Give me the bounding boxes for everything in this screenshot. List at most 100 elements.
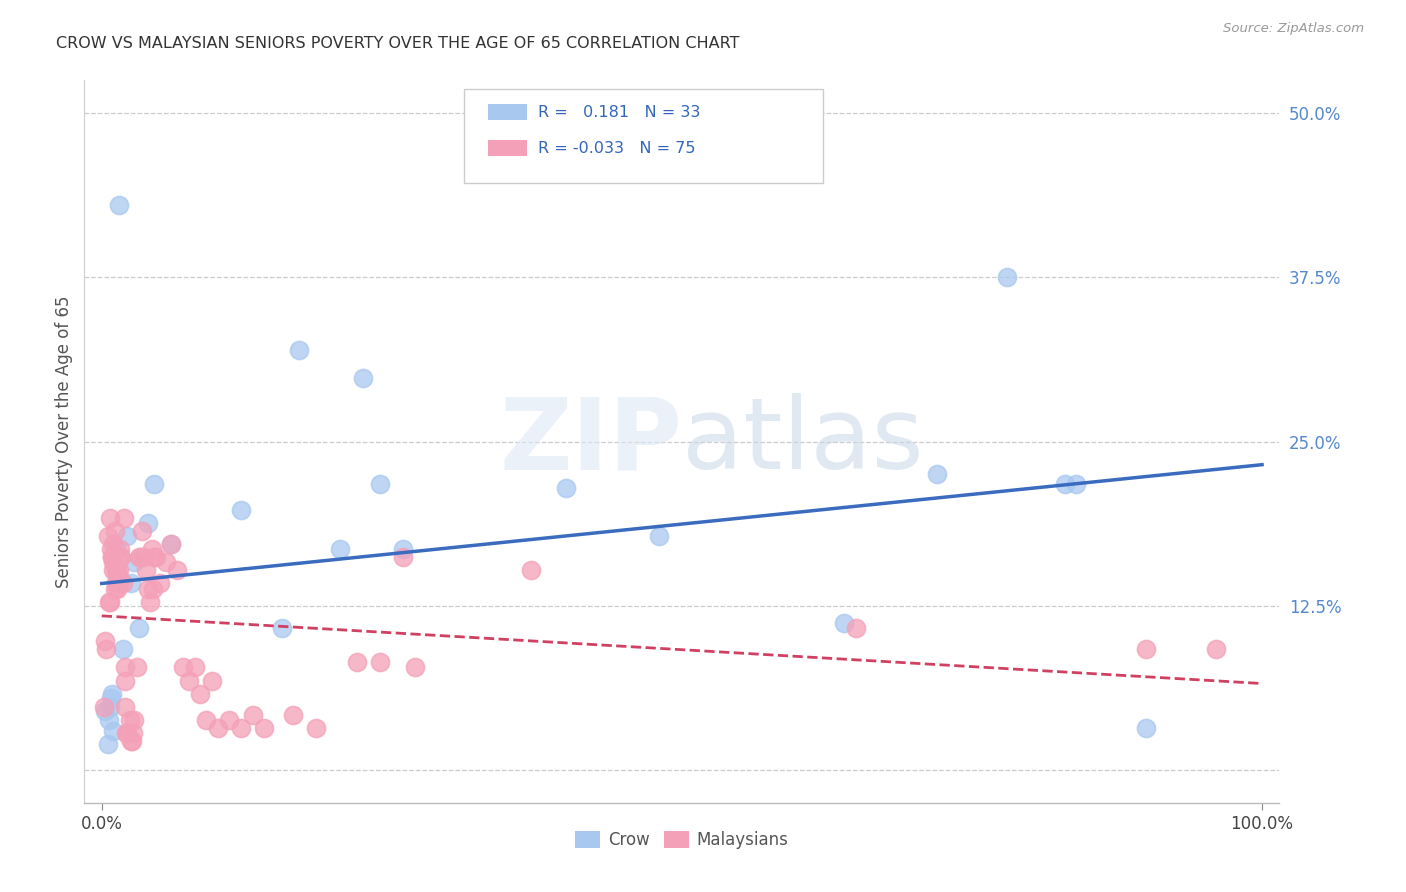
Point xyxy=(392,542,415,557)
Point xyxy=(368,476,391,491)
Point xyxy=(253,721,276,735)
Point xyxy=(103,563,125,577)
Point xyxy=(183,660,205,674)
Point xyxy=(1205,642,1227,657)
Point xyxy=(160,537,183,551)
Point xyxy=(647,529,669,543)
Point xyxy=(105,563,128,577)
Point xyxy=(98,510,121,524)
Text: R = -0.033   N = 75: R = -0.033 N = 75 xyxy=(538,141,696,155)
Point xyxy=(218,713,240,727)
Point xyxy=(207,721,229,735)
Point xyxy=(98,595,121,609)
Point xyxy=(242,707,264,722)
Point xyxy=(104,563,127,577)
Point xyxy=(110,550,132,565)
Point xyxy=(97,595,120,609)
Point xyxy=(834,615,856,630)
Point xyxy=(160,537,183,551)
Point xyxy=(103,524,125,538)
Point xyxy=(128,621,150,635)
Point xyxy=(995,270,1018,285)
Point xyxy=(97,737,120,751)
Point xyxy=(115,726,138,740)
Point xyxy=(114,673,136,688)
Point xyxy=(107,568,129,582)
Point xyxy=(129,550,152,565)
Point xyxy=(104,576,127,591)
Point xyxy=(103,537,125,551)
Point xyxy=(110,542,132,557)
Point xyxy=(101,550,124,565)
Point xyxy=(166,563,188,577)
Point xyxy=(1053,476,1076,491)
Point xyxy=(96,642,118,657)
Point xyxy=(1135,721,1157,735)
Point xyxy=(368,655,391,669)
Point xyxy=(100,542,122,557)
Point xyxy=(98,699,121,714)
Point xyxy=(143,476,166,491)
Point xyxy=(103,555,125,569)
Point xyxy=(1135,642,1157,657)
Text: R =   0.181   N = 33: R = 0.181 N = 33 xyxy=(538,105,700,120)
Point xyxy=(172,660,194,674)
Point xyxy=(177,673,200,688)
Point xyxy=(117,529,139,543)
Point xyxy=(352,371,374,385)
Point xyxy=(135,563,157,577)
Text: ZIP: ZIP xyxy=(499,393,682,490)
Point xyxy=(101,687,124,701)
Point xyxy=(143,550,166,565)
Point xyxy=(94,704,117,718)
Point xyxy=(141,542,163,557)
Point xyxy=(105,582,128,596)
Text: atlas: atlas xyxy=(682,393,924,490)
Point xyxy=(120,734,142,748)
Legend: Crow, Malaysians: Crow, Malaysians xyxy=(568,824,796,856)
Point xyxy=(128,550,150,565)
Point xyxy=(103,582,125,596)
Point xyxy=(112,510,135,524)
Point xyxy=(845,621,868,635)
Point xyxy=(270,621,292,635)
Point xyxy=(97,529,120,543)
Point xyxy=(94,634,117,648)
Point xyxy=(392,550,415,565)
Point xyxy=(346,655,368,669)
Text: Source: ZipAtlas.com: Source: ZipAtlas.com xyxy=(1223,22,1364,36)
Point xyxy=(131,524,153,538)
Point xyxy=(125,660,148,674)
Point xyxy=(121,734,143,748)
Point xyxy=(554,481,576,495)
Point xyxy=(108,198,131,212)
Point xyxy=(229,503,252,517)
Point xyxy=(149,576,172,591)
Point xyxy=(155,555,177,569)
Point xyxy=(201,673,224,688)
Point xyxy=(190,687,212,701)
Point xyxy=(108,563,131,577)
Point xyxy=(120,576,142,591)
Point xyxy=(927,467,949,482)
Point xyxy=(520,563,543,577)
Point xyxy=(110,550,132,565)
Point xyxy=(136,516,159,530)
Point xyxy=(122,713,145,727)
Point xyxy=(104,542,127,557)
Point xyxy=(288,343,311,357)
Point xyxy=(101,550,124,565)
Point xyxy=(136,582,159,596)
Point xyxy=(105,568,128,582)
Point xyxy=(114,660,136,674)
Point xyxy=(118,713,141,727)
Point xyxy=(305,721,328,735)
Point xyxy=(107,568,129,582)
Point xyxy=(1066,476,1088,491)
Point xyxy=(103,723,125,738)
Point xyxy=(97,713,120,727)
Point xyxy=(117,726,139,740)
Point xyxy=(111,576,134,591)
Point xyxy=(132,550,155,565)
Point xyxy=(139,595,162,609)
